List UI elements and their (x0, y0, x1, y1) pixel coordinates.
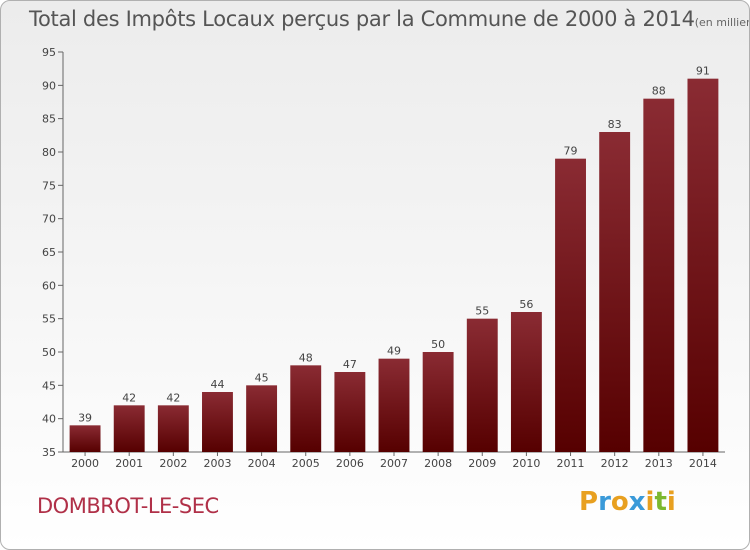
value-label-2002: 42 (166, 391, 180, 404)
y-tick-label: 50 (42, 346, 56, 359)
bar-2012 (599, 132, 631, 452)
bar-2008 (422, 352, 454, 452)
chart-title: Total des Impôts Locaux perçus par la Co… (29, 7, 749, 31)
value-label-2007: 49 (387, 345, 401, 358)
y-tick-label: 95 (42, 46, 56, 59)
logo-letter: x (628, 487, 646, 517)
value-label-2013: 88 (652, 85, 666, 98)
bar-2000 (69, 425, 101, 452)
bar-2013 (643, 98, 675, 453)
x-tick-label: 2000 (71, 457, 99, 470)
y-tick-label: 60 (42, 279, 56, 292)
x-tick-label: 2013 (645, 457, 673, 470)
logo-letter: r (598, 487, 611, 517)
bar-2005 (290, 365, 322, 452)
y-axis: 35 40 45 50 55 60 65 70 75 80 85 90 95 (42, 46, 64, 459)
y-tick-label: 45 (42, 379, 56, 392)
y-tick-label: 75 (42, 179, 56, 192)
logo-letter: t (654, 487, 667, 517)
value-label-2005: 48 (299, 351, 313, 364)
y-tick-label: 85 (42, 113, 56, 126)
bar-2009 (466, 318, 498, 452)
logo-letter: P (579, 487, 599, 517)
chart-title-text: Total des Impôts Locaux perçus par la Co… (29, 7, 695, 31)
x-tick-label: 2001 (115, 457, 143, 470)
value-label-2003: 44 (210, 378, 224, 391)
y-tick-label: 65 (42, 246, 56, 259)
bar-2006 (334, 372, 366, 452)
x-tick-label: 2014 (689, 457, 717, 470)
value-label-2004: 45 (255, 371, 269, 384)
value-label-2009: 55 (475, 305, 489, 318)
bar-2002 (157, 405, 189, 452)
y-tick-label: 70 (42, 213, 56, 226)
value-label-2014: 91 (696, 65, 710, 78)
x-tick-label: 2011 (557, 457, 585, 470)
x-tick-label: 2010 (512, 457, 540, 470)
logo-letter: i (645, 487, 655, 517)
bar-2011 (555, 158, 586, 452)
bar-2007 (378, 358, 410, 452)
y-tick-label: 80 (42, 146, 56, 159)
y-tick-label: 40 (42, 413, 56, 426)
value-label-2001: 42 (122, 391, 136, 404)
y-tick-label: 35 (42, 446, 56, 459)
x-tick-label: 2008 (424, 457, 452, 470)
chart-subtitle: (en milliers d'€) (694, 16, 749, 29)
bars (69, 78, 719, 453)
x-tick-label: 2003 (203, 457, 231, 470)
x-tick-label: 2005 (292, 457, 320, 470)
x-axis: 2000 2001 2002 2003 2004 2005 2006 2007 2008 2009… (63, 451, 725, 470)
logo-letter: i (666, 487, 676, 517)
x-tick-label: 2006 (336, 457, 364, 470)
x-tick-label: 2002 (159, 457, 187, 470)
value-label-2000: 39 (78, 411, 92, 424)
x-tick-label: 2007 (380, 457, 408, 470)
value-label-2010: 56 (519, 298, 533, 311)
logo-letter: o (610, 487, 629, 517)
value-label-2012: 83 (608, 118, 622, 131)
x-tick-label: 2004 (248, 457, 276, 470)
bar-2001 (113, 405, 145, 452)
bar-2003 (202, 392, 233, 452)
bar-2010 (510, 312, 542, 452)
x-tick-label: 2009 (468, 457, 496, 470)
value-label-2006: 47 (343, 358, 357, 371)
proxiti-logo: Proxiti (579, 487, 676, 517)
value-label-2011: 79 (564, 145, 578, 158)
bar-2014 (687, 78, 719, 453)
y-tick-label: 90 (42, 79, 56, 92)
value-labels: 39 42 42 44 45 48 47 49 50 55 56 79 83 88 91 (78, 65, 710, 425)
y-tick-label: 55 (42, 313, 56, 326)
commune-name: DOMBROT-LE-SEC (37, 494, 219, 518)
bar-2004 (246, 385, 278, 452)
value-label-2008: 50 (431, 338, 445, 351)
x-tick-label: 2012 (601, 457, 629, 470)
